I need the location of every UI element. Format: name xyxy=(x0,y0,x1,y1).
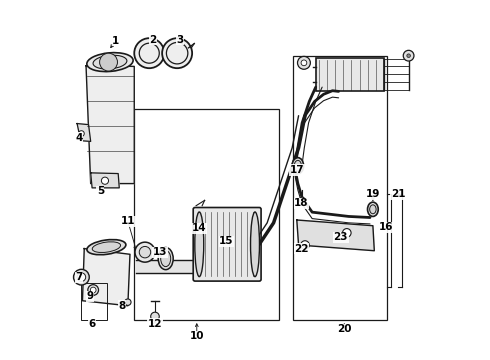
Circle shape xyxy=(77,273,86,282)
Circle shape xyxy=(101,177,109,184)
Text: 13: 13 xyxy=(153,247,167,257)
Ellipse shape xyxy=(87,53,133,72)
Text: 18: 18 xyxy=(294,198,309,208)
Text: 11: 11 xyxy=(121,216,135,226)
Text: 7: 7 xyxy=(75,272,83,282)
Text: 9: 9 xyxy=(86,291,93,301)
Polygon shape xyxy=(82,249,130,306)
Circle shape xyxy=(74,269,89,285)
Circle shape xyxy=(299,197,305,203)
Circle shape xyxy=(301,241,309,249)
Polygon shape xyxy=(91,173,119,188)
Ellipse shape xyxy=(369,205,376,214)
Circle shape xyxy=(135,242,155,262)
Circle shape xyxy=(88,285,98,296)
Text: 12: 12 xyxy=(147,319,162,329)
Ellipse shape xyxy=(195,212,204,276)
Circle shape xyxy=(151,312,159,321)
Text: 4: 4 xyxy=(75,133,83,143)
Text: 20: 20 xyxy=(337,324,351,334)
Ellipse shape xyxy=(161,251,171,267)
Text: 2: 2 xyxy=(149,35,156,45)
Circle shape xyxy=(301,60,307,66)
Ellipse shape xyxy=(158,248,173,270)
Text: 10: 10 xyxy=(190,332,204,342)
Circle shape xyxy=(407,54,411,58)
Ellipse shape xyxy=(368,202,378,216)
Circle shape xyxy=(78,131,84,136)
Text: 1: 1 xyxy=(112,36,119,46)
Polygon shape xyxy=(297,220,374,251)
Ellipse shape xyxy=(87,239,126,255)
Text: 22: 22 xyxy=(294,244,309,253)
Circle shape xyxy=(297,57,310,69)
Bar xyxy=(293,56,387,320)
Circle shape xyxy=(134,38,164,68)
Ellipse shape xyxy=(250,212,260,276)
Text: 19: 19 xyxy=(366,189,380,199)
Text: 14: 14 xyxy=(192,223,207,233)
Circle shape xyxy=(90,287,96,293)
Text: 8: 8 xyxy=(118,301,125,311)
Circle shape xyxy=(99,53,118,71)
Circle shape xyxy=(403,50,414,61)
Text: 23: 23 xyxy=(334,232,348,242)
Circle shape xyxy=(139,247,151,258)
Text: 3: 3 xyxy=(176,35,184,45)
Polygon shape xyxy=(86,66,134,184)
Ellipse shape xyxy=(93,55,127,69)
Circle shape xyxy=(139,43,159,63)
Text: 15: 15 xyxy=(219,237,234,247)
Text: 21: 21 xyxy=(391,189,405,199)
Ellipse shape xyxy=(92,242,121,252)
Text: 5: 5 xyxy=(97,186,104,197)
Bar xyxy=(316,58,384,91)
Polygon shape xyxy=(77,123,91,141)
Circle shape xyxy=(343,229,351,237)
Circle shape xyxy=(167,42,188,64)
Text: 6: 6 xyxy=(89,319,96,329)
FancyBboxPatch shape xyxy=(193,207,261,281)
Ellipse shape xyxy=(294,160,301,171)
Bar xyxy=(81,283,107,320)
Text: 17: 17 xyxy=(290,165,304,175)
Bar xyxy=(134,109,279,320)
Text: 16: 16 xyxy=(379,222,393,232)
Circle shape xyxy=(162,38,192,68)
Ellipse shape xyxy=(292,158,304,174)
Circle shape xyxy=(124,299,131,305)
